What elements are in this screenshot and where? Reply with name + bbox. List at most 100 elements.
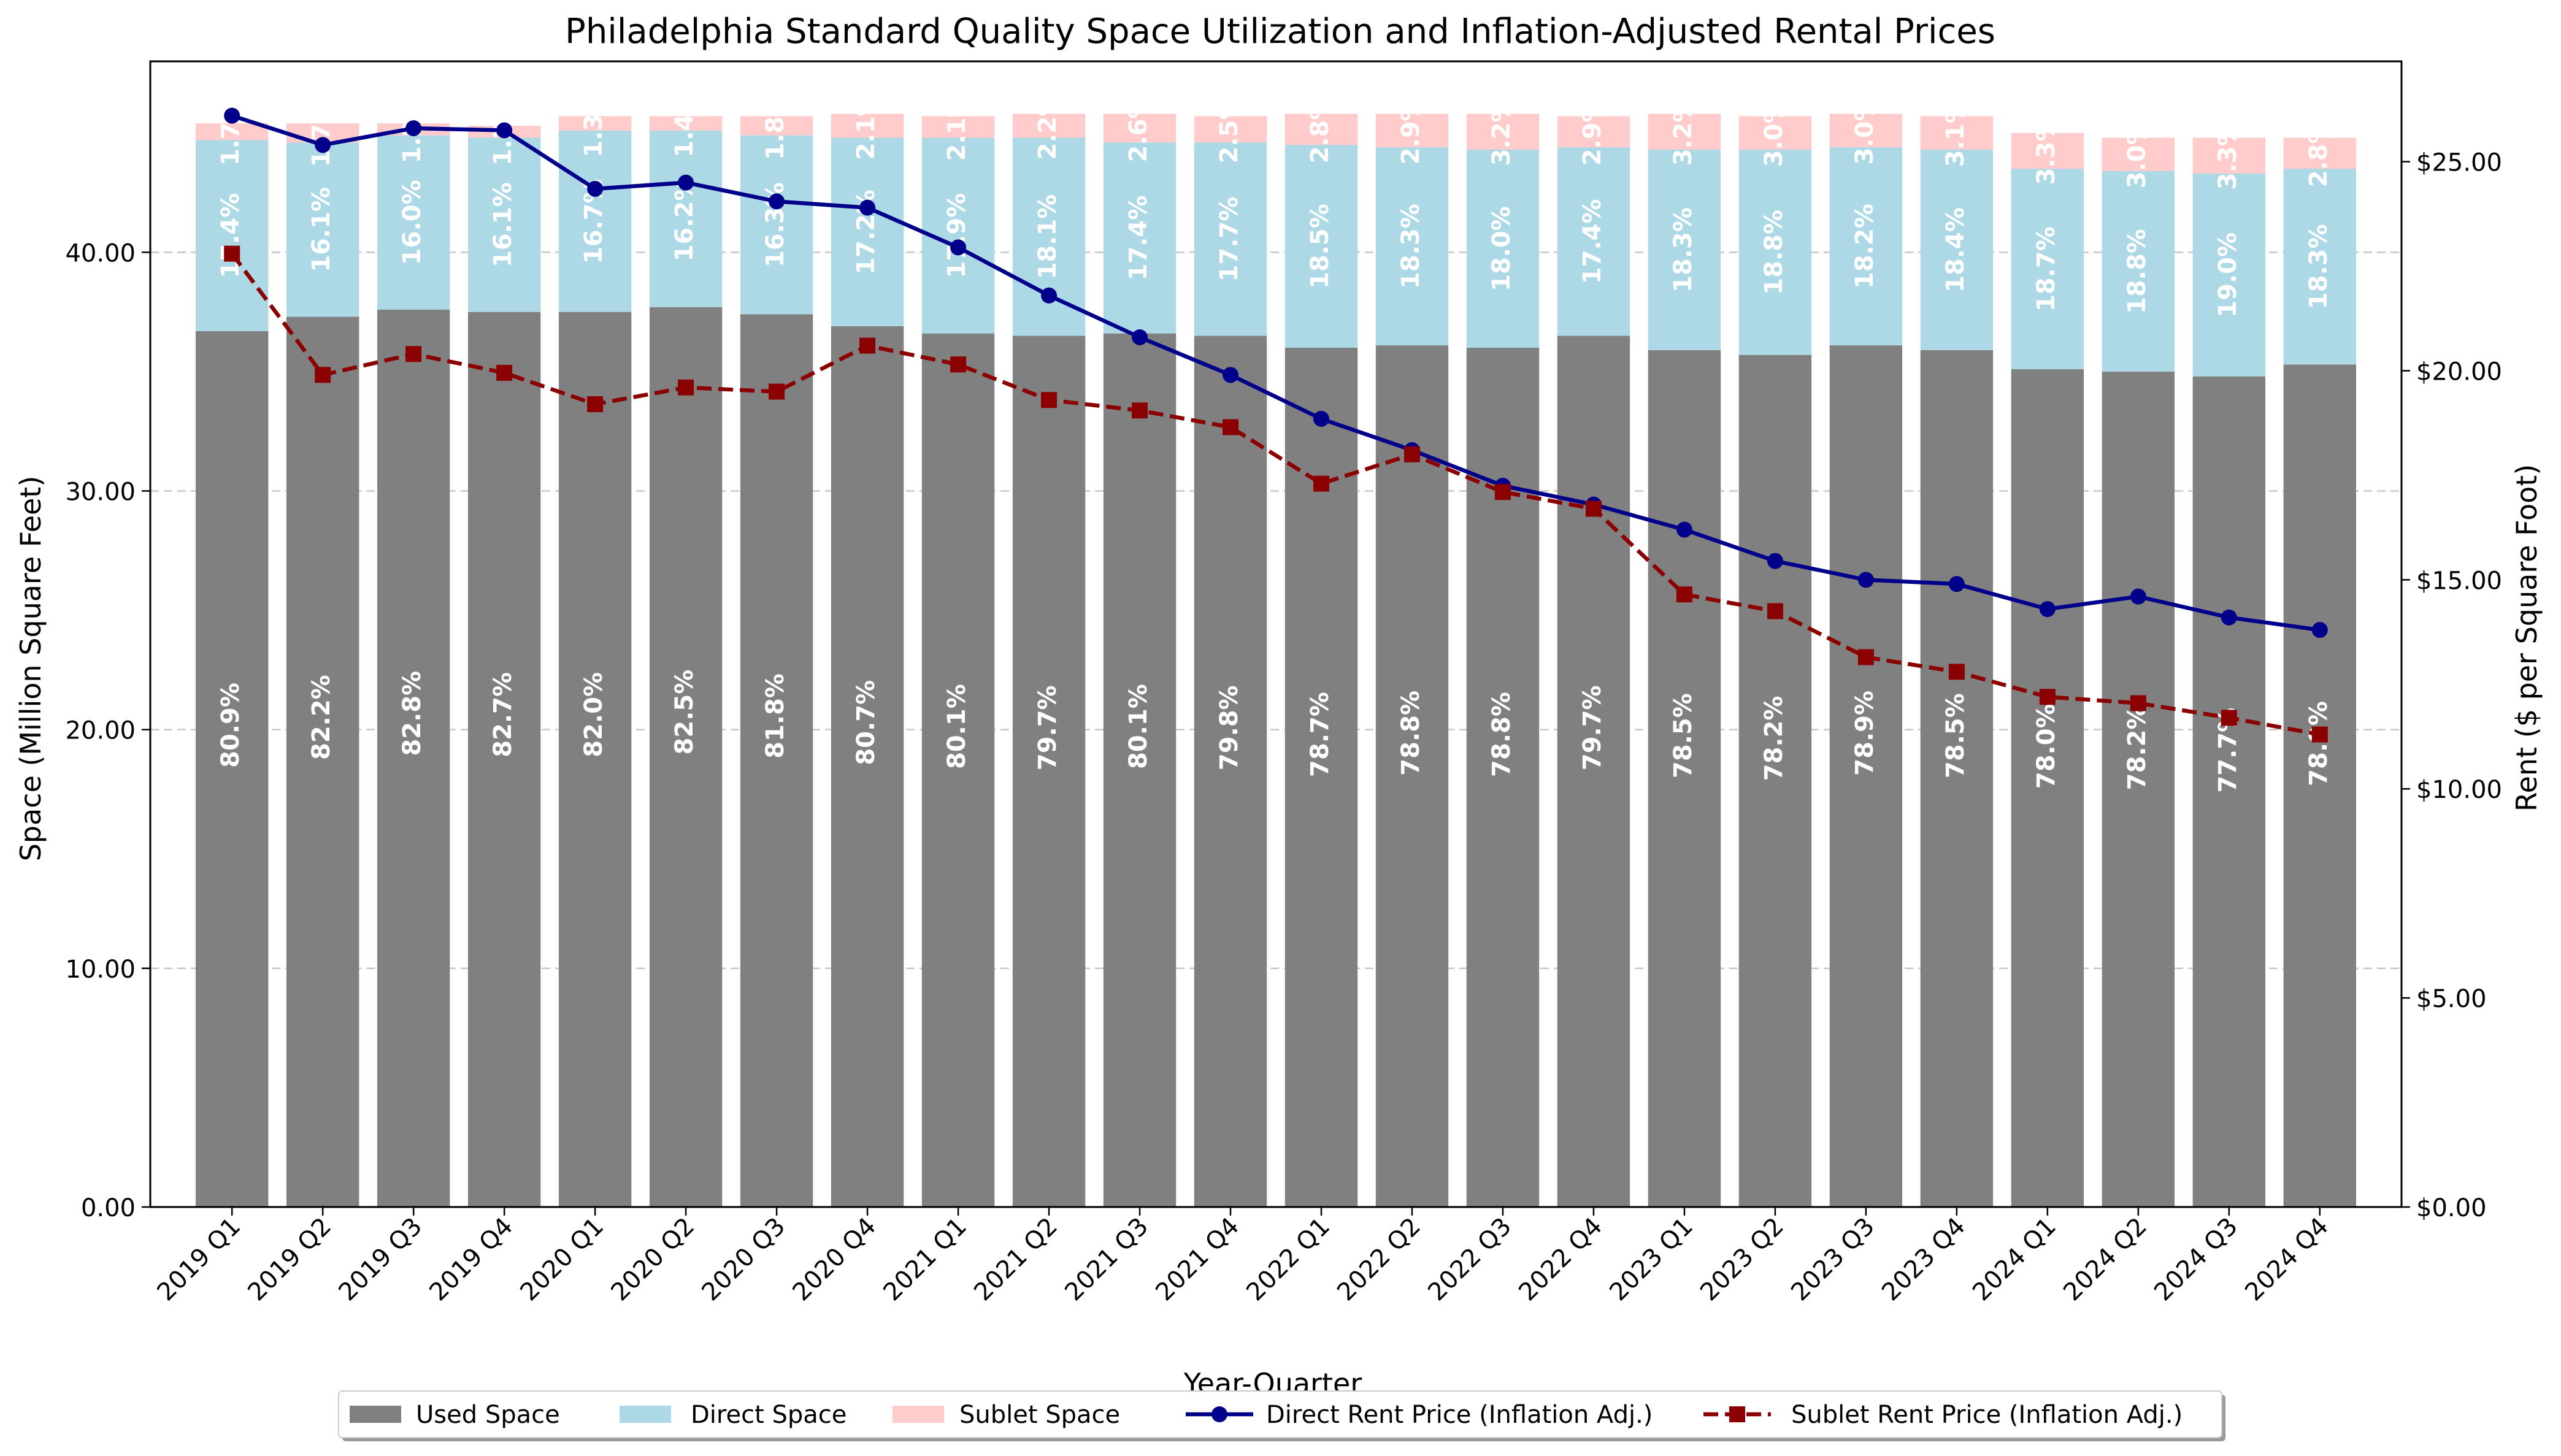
bar-sublet-space bbox=[1012, 113, 1086, 138]
bar-direct-space bbox=[2102, 171, 2175, 372]
direct-rent-line bbox=[231, 113, 2321, 632]
sublet-rent-point bbox=[859, 337, 876, 354]
bar-direct-space bbox=[467, 137, 541, 312]
plot-frame bbox=[149, 60, 2403, 1208]
bar-data-label: 78.8% bbox=[1488, 692, 1516, 777]
bar-data-label: 78.0% bbox=[2032, 703, 2060, 789]
bar-used-space bbox=[1738, 354, 1812, 1207]
bar-data-label: 16.0% bbox=[398, 180, 426, 265]
bar-data-label: 79.7% bbox=[1034, 685, 1062, 770]
y-tick-label: 0.00 bbox=[81, 1194, 136, 1222]
bar-used-space bbox=[1920, 350, 1994, 1208]
direct-rent-point bbox=[2130, 588, 2146, 605]
direct-rent-point bbox=[2039, 601, 2056, 618]
bar-used-space bbox=[921, 333, 995, 1207]
bar-sublet-space bbox=[740, 116, 813, 136]
bar-sublet-space bbox=[1103, 113, 1177, 143]
sublet-rent-point bbox=[678, 379, 694, 396]
bar-sublet-space bbox=[1648, 113, 1721, 150]
sublet-rent-point bbox=[1676, 586, 1692, 603]
bar-data-label: 18.3% bbox=[1669, 207, 1697, 293]
bar-data-label: 18.5% bbox=[1306, 204, 1334, 289]
legend-marker bbox=[1211, 1406, 1227, 1422]
bar-data-label: 18.7% bbox=[2032, 226, 2060, 312]
bar-data-label: 78.9% bbox=[1851, 691, 1879, 776]
direct-rent-point bbox=[1676, 521, 1692, 538]
bar-used-space bbox=[649, 307, 723, 1207]
bar-data-label: 2.2% bbox=[1034, 92, 1062, 160]
bar-data-label: 2.9% bbox=[1397, 96, 1425, 164]
sublet-rent-point bbox=[2039, 689, 2056, 705]
sublet-rent-point bbox=[769, 383, 785, 400]
bar-data-label: 18.4% bbox=[1941, 207, 1970, 293]
bar-data-label: 2.8% bbox=[2305, 119, 2333, 187]
legend-label: Used Space bbox=[416, 1401, 560, 1429]
bar-used-space bbox=[1194, 335, 1267, 1207]
direct-rent-point bbox=[1857, 572, 1874, 588]
bar-data-label: 78.2% bbox=[2123, 705, 2151, 790]
y2-axis-title: Rent ($ per Square Foot) bbox=[2510, 464, 2543, 812]
bar-used-space bbox=[2192, 376, 2266, 1208]
bar-sublet-space bbox=[1194, 116, 1267, 143]
bar-data-label: 78.7% bbox=[1306, 692, 1334, 777]
bar-sublet-space bbox=[558, 116, 632, 131]
bar-data-label: 18.0% bbox=[1488, 206, 1516, 291]
direct-rent-point bbox=[678, 174, 694, 191]
bar-data-label: 1.8% bbox=[761, 92, 789, 160]
bar-direct-space bbox=[558, 130, 632, 312]
direct-rent-point bbox=[1948, 576, 1965, 592]
y2-tick-label: $25.00 bbox=[2416, 149, 2502, 177]
bar-used-space bbox=[1557, 335, 1630, 1207]
bar-direct-space bbox=[2283, 169, 2357, 365]
sublet-rent-point bbox=[496, 364, 513, 381]
y2-tick-label: $15.00 bbox=[2416, 567, 2502, 595]
bar-data-label: 16.2% bbox=[670, 176, 699, 261]
bar-sublet-space bbox=[1920, 116, 1994, 150]
bar-data-label: 18.3% bbox=[1397, 204, 1425, 289]
sublet-rent-point bbox=[2311, 726, 2328, 743]
bar-direct-space bbox=[831, 137, 904, 326]
bar-used-space bbox=[1375, 345, 1449, 1207]
bar-used-space bbox=[558, 312, 632, 1207]
bar-used-space bbox=[377, 309, 450, 1207]
legend-label: Direct Rent Price (Inflation Adj.) bbox=[1266, 1401, 1653, 1429]
y-axis-title: Space (Million Square Feet) bbox=[14, 476, 47, 862]
bar-sublet-space bbox=[1466, 113, 1540, 150]
direct-rent-point bbox=[1223, 367, 1239, 383]
bar-data-label: 80.1% bbox=[1124, 684, 1153, 769]
bar-data-label: 3.2% bbox=[1669, 98, 1697, 166]
bar-direct-space bbox=[1466, 149, 1540, 348]
bar-sublet-space bbox=[831, 113, 904, 138]
bar-direct-space bbox=[1738, 149, 1812, 355]
bar-direct-space bbox=[740, 135, 813, 315]
sublet-rent-point bbox=[224, 245, 240, 262]
bar-data-label: 80.1% bbox=[943, 684, 971, 769]
line-layer bbox=[224, 107, 2328, 743]
sublet-rent-point bbox=[587, 396, 604, 413]
sublet-rent-point bbox=[2221, 710, 2237, 726]
bar-data-label: 18.8% bbox=[1760, 210, 1788, 295]
bar-sublet-space bbox=[2192, 137, 2266, 174]
direct-rent-point bbox=[2221, 609, 2237, 626]
bar-sublet-space bbox=[649, 116, 723, 131]
bar-sublet-space bbox=[2102, 137, 2175, 172]
bar-direct-space bbox=[1920, 149, 1994, 350]
bar-direct-space bbox=[2192, 173, 2266, 377]
bar-direct-space bbox=[1284, 145, 1358, 348]
legend-swatch bbox=[350, 1406, 401, 1423]
bar-sublet-space bbox=[921, 116, 995, 138]
bar-data-label: 2.1% bbox=[852, 92, 880, 160]
legend-label: Sublet Rent Price (Inflation Adj.) bbox=[1791, 1401, 2183, 1429]
bar-direct-space bbox=[1194, 142, 1267, 336]
bar-data-label: 82.0% bbox=[580, 672, 608, 757]
y-tick-label: 20.00 bbox=[65, 717, 136, 745]
bar-data-label: 80.9% bbox=[217, 683, 245, 768]
direct-rent-point bbox=[950, 239, 967, 256]
y-tick-label: 10.00 bbox=[65, 956, 136, 984]
bar-data-label: 18.1% bbox=[1034, 194, 1062, 280]
bar-layer bbox=[195, 113, 2357, 1208]
direct-rent-point bbox=[587, 180, 604, 197]
legend-label: Sublet Space bbox=[959, 1401, 1120, 1429]
bar-sublet-space bbox=[2283, 137, 2357, 169]
direct-rent-point bbox=[1767, 553, 1783, 569]
